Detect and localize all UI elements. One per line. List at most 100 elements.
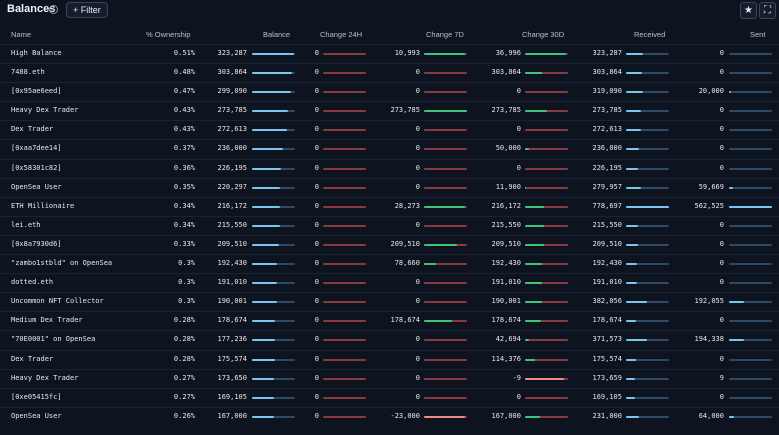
table-row[interactable]: Dex Trader 0.28% 175,574 0 0 114,376 175,574 0 bbox=[0, 349, 779, 369]
info-icon[interactable]: i bbox=[49, 5, 58, 14]
balance-value: 209,510 bbox=[217, 239, 247, 248]
column-header-change-30d[interactable]: Change 30D bbox=[522, 30, 565, 39]
change-24h-value: 0 bbox=[314, 411, 319, 420]
change-30d-value: 114,376 bbox=[491, 354, 521, 363]
balance-value: 192,430 bbox=[217, 259, 247, 268]
sent-bar bbox=[729, 358, 772, 361]
change-7d-bar bbox=[424, 91, 467, 94]
balance-value: 215,550 bbox=[217, 220, 247, 229]
entity-name[interactable]: [0xaa7dee14] bbox=[11, 144, 62, 153]
change-7d-value: 178,674 bbox=[390, 316, 420, 325]
column-header-ownership[interactable]: % Ownership bbox=[146, 30, 191, 39]
change-7d-bar bbox=[424, 301, 467, 304]
table-row[interactable]: Uncommon NFT Collector 0.3% 190,001 0 0 190,0… bbox=[0, 292, 779, 311]
table-row[interactable]: [0xaa7dee14] 0.37% 236,000 0 0 50,000 236,000 0 bbox=[0, 139, 779, 158]
change-30d-bar bbox=[525, 110, 568, 113]
table-row[interactable]: Dex Trader 0.43% 272,613 0 0 0 272,613 0 bbox=[0, 120, 779, 139]
entity-name[interactable]: Dex Trader bbox=[11, 354, 54, 363]
sent-bar bbox=[729, 339, 772, 342]
entity-name[interactable]: Heavy Dex Trader bbox=[11, 106, 79, 115]
received-bar-fill bbox=[626, 282, 637, 285]
entity-name[interactable]: Dex Trader bbox=[11, 125, 54, 134]
change-30d-bar bbox=[525, 205, 568, 208]
change-24h-value: 0 bbox=[314, 68, 319, 77]
expand-icon[interactable]: ⛶ bbox=[759, 2, 776, 19]
entity-name[interactable]: "zambo1stbld" on OpenSea bbox=[11, 259, 113, 268]
entity-name[interactable]: lei.eth bbox=[11, 220, 41, 229]
table-row[interactable]: 7488.eth 0.48% 303,864 0 0 303,864 303,864 0 bbox=[0, 63, 779, 82]
change-24h-value: 0 bbox=[314, 392, 319, 401]
table-row[interactable]: [0x95ae6eed] 0.47% 299,090 0 0 0 319,090 20,000 bbox=[0, 82, 779, 101]
table-row[interactable]: Heavy Dex Trader 0.43% 273,785 0 273,785 273,… bbox=[0, 101, 779, 120]
page-title: Balances bbox=[7, 3, 56, 15]
entity-name[interactable]: [0x58301c82] bbox=[11, 163, 62, 172]
sent-value: 0 bbox=[719, 68, 724, 77]
change-7d-bar-fill bbox=[424, 243, 457, 246]
ownership-value: 0.51% bbox=[173, 49, 195, 57]
sent-value: 0 bbox=[719, 354, 724, 363]
entity-name[interactable]: Uncommon NFT Collector bbox=[11, 297, 104, 306]
change-24h-value: 0 bbox=[314, 144, 319, 153]
change-30d-value: 0 bbox=[516, 87, 521, 96]
balance-bar bbox=[252, 339, 295, 342]
received-bar bbox=[626, 224, 669, 227]
change-24h-bar bbox=[323, 167, 366, 170]
table-row[interactable]: Heavy Dex Trader 0.27% 173,650 0 0 -9 173,659 9 bbox=[0, 368, 779, 388]
table-row[interactable]: dotted.eth 0.3% 191,010 0 0 191,010 191,010 0 bbox=[0, 273, 779, 292]
change-30d-bar-fill bbox=[525, 53, 566, 55]
table-row[interactable]: lei.eth 0.34% 215,550 0 0 215,550 215,550 0 bbox=[0, 215, 779, 235]
balance-bar-fill bbox=[252, 129, 288, 132]
received-bar-fill bbox=[626, 129, 642, 132]
entity-name[interactable]: Medium Dex Trader bbox=[11, 316, 83, 325]
table-row[interactable]: High Balance 0.51% 323,287 0 10,993 36,996 323… bbox=[0, 44, 779, 63]
table-row[interactable]: "zambo1stbld" on OpenSea 0.3% 192,430 0 78,6… bbox=[0, 254, 779, 273]
entity-name[interactable]: High Balance bbox=[11, 49, 62, 57]
ownership-value: 0.26% bbox=[173, 411, 195, 420]
sent-bar bbox=[729, 167, 772, 170]
entity-name[interactable]: 7488.eth bbox=[11, 68, 45, 77]
table-row[interactable]: "70E0001" on OpenSea 0.28% 177,236 0 0 42,694… bbox=[0, 330, 779, 349]
table-row[interactable]: [0x8a7930d6] 0.33% 209,510 0 209,510 209,510 2… bbox=[0, 234, 779, 254]
change-24h-bar bbox=[323, 243, 366, 246]
change-24h-bar bbox=[323, 110, 366, 113]
table-row[interactable]: ETH Millionaire 0.34% 216,172 0 28,273 216,17… bbox=[0, 196, 779, 216]
balance-bar bbox=[252, 282, 295, 285]
received-bar bbox=[626, 358, 669, 361]
table-row[interactable]: [0xe05415fc] 0.27% 169,105 0 0 0 169,105 0 bbox=[0, 387, 779, 407]
entity-name[interactable]: "70E0001" on OpenSea bbox=[11, 335, 96, 344]
column-header-name[interactable]: Name bbox=[11, 30, 32, 39]
received-bar bbox=[626, 396, 669, 399]
sent-value: 0 bbox=[719, 163, 724, 172]
column-header-change-7d[interactable]: Change 7D bbox=[426, 30, 464, 39]
entity-name[interactable]: OpenSea User bbox=[11, 411, 62, 420]
entity-name[interactable]: dotted.eth bbox=[11, 278, 54, 287]
entity-name[interactable]: Heavy Dex Trader bbox=[11, 373, 79, 382]
ownership-value: 0.43% bbox=[173, 125, 195, 134]
sent-value: 0 bbox=[719, 239, 724, 248]
balance-bar-fill bbox=[252, 339, 275, 342]
change-24h-value: 0 bbox=[314, 278, 319, 287]
change-30d-bar-fill bbox=[525, 224, 545, 227]
entity-name[interactable]: [0x95ae6eed] bbox=[11, 87, 62, 96]
balance-bar-fill bbox=[252, 415, 274, 418]
table-row[interactable]: OpenSea User 0.35% 220,297 0 0 11,900 279,957 5… bbox=[0, 177, 779, 197]
balance-value: 303,864 bbox=[217, 68, 247, 77]
change-30d-bar bbox=[525, 167, 568, 170]
ownership-value: 0.27% bbox=[173, 373, 195, 382]
table-row[interactable]: OpenSea User 0.26% 167,000 0 -23,000 167,000 2… bbox=[0, 406, 779, 426]
entity-name[interactable]: [0x8a7930d6] bbox=[11, 239, 62, 248]
received-bar bbox=[626, 53, 669, 55]
column-header-balance[interactable]: Balance bbox=[263, 30, 291, 39]
change-30d-value: 273,785 bbox=[491, 106, 521, 115]
column-header-change-24h[interactable]: Change 24H bbox=[320, 30, 363, 39]
entity-name[interactable]: OpenSea User bbox=[11, 182, 62, 191]
star-icon[interactable]: ★ bbox=[740, 2, 757, 19]
column-header-received[interactable]: Received bbox=[634, 30, 666, 39]
sent-value: 0 bbox=[719, 220, 724, 229]
filter-button[interactable]: + Filter bbox=[66, 2, 108, 18]
table-row[interactable]: [0x58301c82] 0.36% 226,195 0 0 0 226,195 0 bbox=[0, 158, 779, 178]
entity-name[interactable]: ETH Millionaire bbox=[11, 201, 75, 210]
table-row[interactable]: Medium Dex Trader 0.28% 178,674 0 178,674 178… bbox=[0, 311, 779, 330]
entity-name[interactable]: [0xe05415fc] bbox=[11, 392, 62, 401]
column-header-sent[interactable]: Sent bbox=[750, 30, 766, 39]
